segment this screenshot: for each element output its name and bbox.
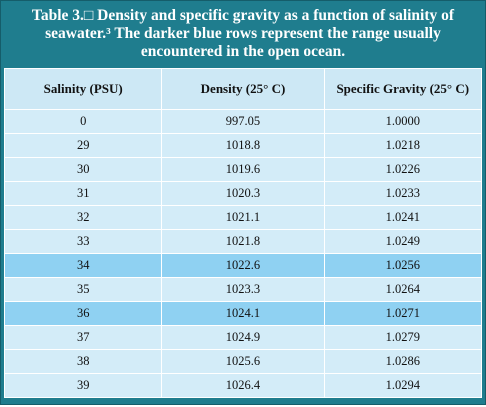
table-cell: 30 [5,158,162,181]
table-body: 0 997.05 1.0000 29 1018.8 1.0218 30 1019.6 1.022… [5,110,481,397]
table-cell: 34 [5,254,162,277]
table-cell: 1.0000 [324,110,481,133]
table-cell: 1.0226 [324,158,481,181]
table-cell: 1.0256 [324,254,481,277]
table-row: 33 1021.8 1.0249 [5,230,481,253]
table-row: 37 1024.9 1.0279 [5,326,481,349]
header-cell: Density (25° C) [162,69,324,109]
table-cell: 39 [5,374,162,397]
header-cell: Salinity (PSU) [5,69,162,109]
table-cell: 997.05 [162,110,324,133]
table-cell: 1022.6 [162,254,324,277]
header-row: Salinity (PSU) Density (25° C) Specific … [5,69,481,109]
table-cell: 38 [5,350,162,373]
table-cell: 1.0286 [324,350,481,373]
table-cell: 32 [5,206,162,229]
table-row: 35 1023.3 1.0264 [5,278,481,301]
table-cell: 31 [5,182,162,205]
table-cell: 35 [5,278,162,301]
table-cell: 1.0294 [324,374,481,397]
table-cell: 1023.3 [162,278,324,301]
table-cell: 1025.6 [162,350,324,373]
table-cell: 1021.1 [162,206,324,229]
table-cell: 36 [5,302,162,325]
table-row: 39 1026.4 1.0294 [5,374,481,397]
header-cell: Specific Gravity (25° C) [324,69,481,109]
table-cell: 1018.8 [162,134,324,157]
table-row: 34 1022.6 1.0256 [5,254,481,277]
table-cell: 0 [5,110,162,133]
table-cell: 37 [5,326,162,349]
table-cell: 1024.1 [162,302,324,325]
table-cell: 1.0233 [324,182,481,205]
table-cell: 1.0218 [324,134,481,157]
table-cell: 1019.6 [162,158,324,181]
table-cell: 1.0264 [324,278,481,301]
table-cell: 1024.9 [162,326,324,349]
table-row: 29 1018.8 1.0218 [5,134,481,157]
table-row: 38 1025.6 1.0286 [5,350,481,373]
table-cell: 1026.4 [162,374,324,397]
table-row: 32 1021.1 1.0241 [5,206,481,229]
table-cell: 33 [5,230,162,253]
table-row: 0 997.05 1.0000 [5,110,481,133]
table-row: 31 1020.3 1.0233 [5,182,481,205]
table-cell: 1.0271 [324,302,481,325]
table-caption: Table 3.□ Density and specific gravity a… [31,7,455,60]
table-cell: 1021.8 [162,230,324,253]
table-cell: 29 [5,134,162,157]
table-row: 36 1024.1 1.0271 [5,302,481,325]
table-cell: 1.0249 [324,230,481,253]
table-cell: 1020.3 [162,182,324,205]
table-cell: 1.0279 [324,326,481,349]
data-table: Salinity (PSU) Density (25° C) Specific … [4,68,482,398]
table-cell: 1.0241 [324,206,481,229]
table-row: 30 1019.6 1.0226 [5,158,481,181]
